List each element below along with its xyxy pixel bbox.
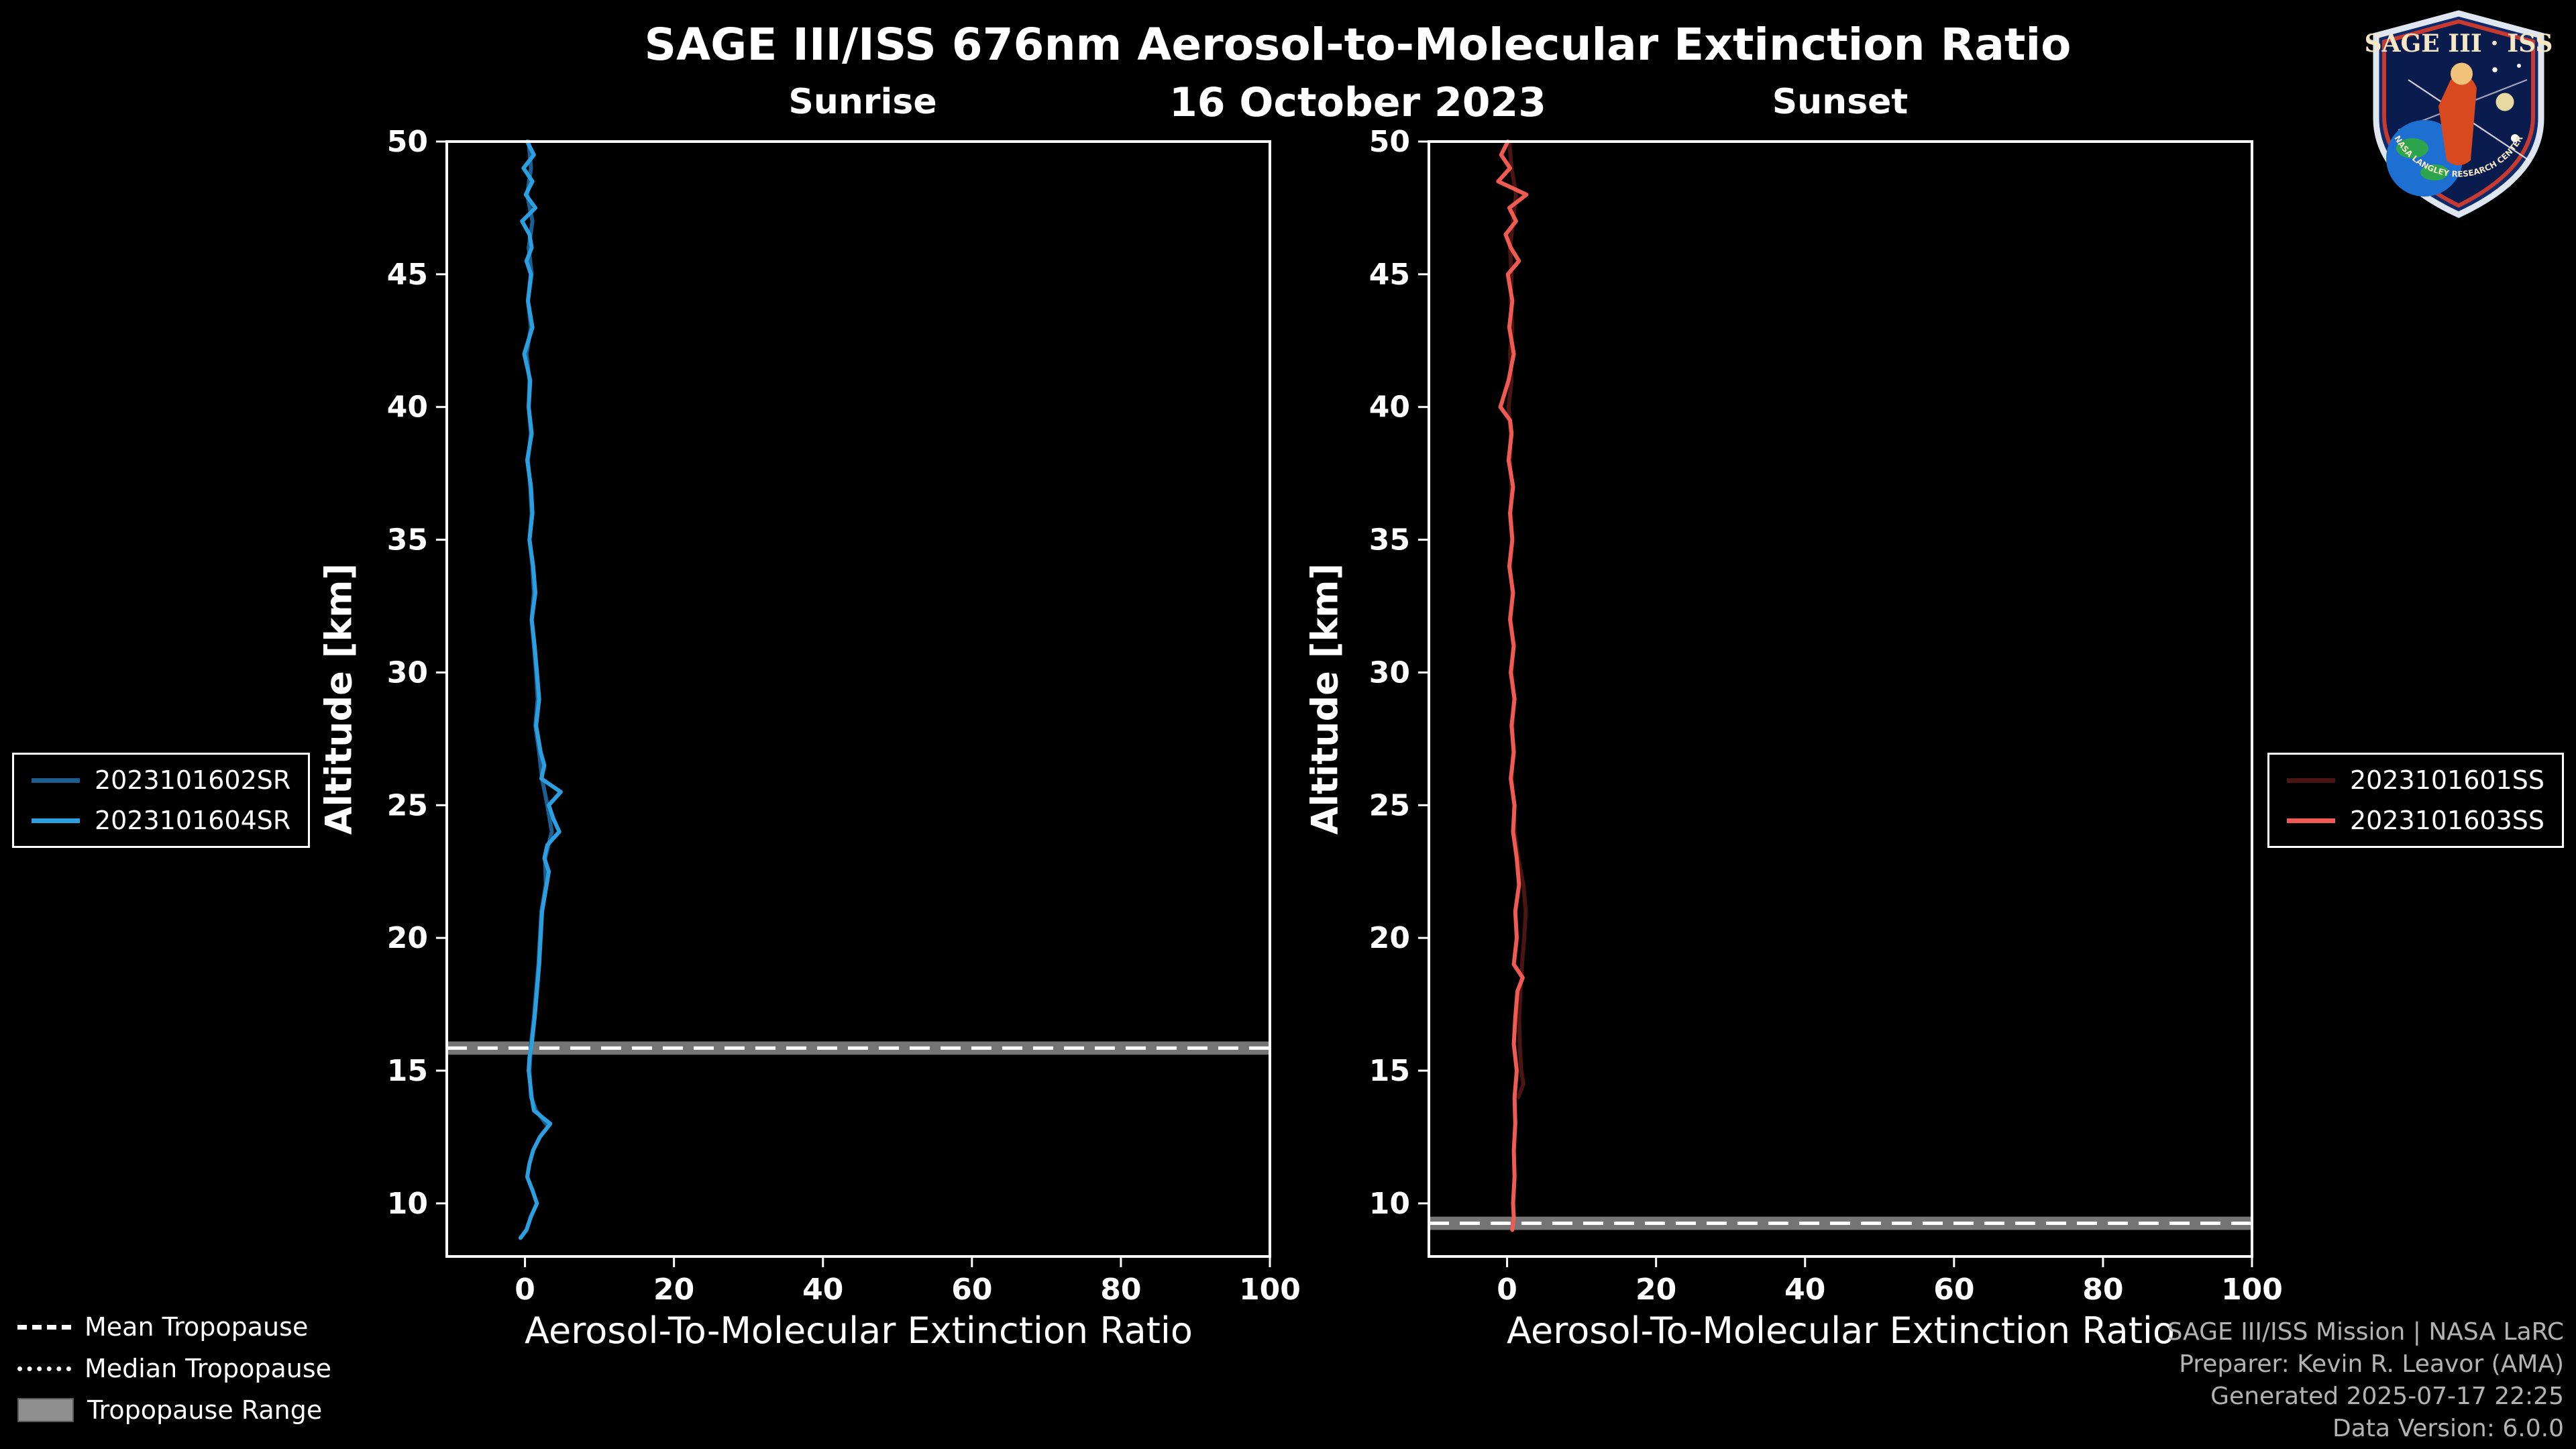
figure-date: 16 October 2023 (1169, 79, 1546, 126)
svg-text:100: 100 (2221, 1273, 2283, 1307)
svg-text:20: 20 (1635, 1273, 1676, 1307)
svg-text:10: 10 (387, 1187, 428, 1221)
svg-text:100: 100 (1239, 1273, 1301, 1307)
logo-earth-land (2396, 138, 2428, 158)
logo-star (2492, 67, 2498, 72)
svg-text:40: 40 (387, 390, 428, 425)
credits-block: SAGE III/ISS Mission | NASA LaRC Prepare… (2167, 1316, 2564, 1445)
series-color-swatch (2286, 818, 2335, 823)
svg-text:45: 45 (1369, 258, 1410, 292)
svg-text:50: 50 (1369, 125, 1410, 159)
median-tropopause-label: Median Tropopause (85, 1354, 331, 1383)
svg-text:45: 45 (387, 258, 428, 292)
series-color-swatch (32, 777, 80, 783)
series-color-swatch (32, 818, 80, 823)
series-color-swatch (2286, 777, 2335, 783)
mean-tropopause-label: Mean Tropopause (85, 1312, 309, 1342)
logo-earth-land (2420, 164, 2449, 180)
sunset-y-axis-label: Altitude [km] (1303, 563, 1346, 835)
dashed-line-sample (17, 1324, 71, 1330)
legend-entry: 2023101601SS (2286, 765, 2544, 795)
tropopause-legend: Mean Tropopause Median Tropopause Tropop… (17, 1312, 331, 1425)
logo-figure-head (2451, 62, 2473, 85)
series-label: 2023101604SR (95, 806, 291, 835)
svg-text:15: 15 (387, 1054, 428, 1088)
tropopause-range-label: Tropopause Range (87, 1395, 323, 1425)
sunrise-plot-area: 0 20 40 60 80 100 10 15 20 25 30 35 40 45 50 (387, 125, 1301, 1307)
svg-text:25: 25 (1369, 788, 1410, 822)
credit-preparer: Preparer: Kevin R. Leavor (AMA) (2179, 1350, 2564, 1378)
legend-entry: 2023101604SR (32, 806, 290, 835)
svg-text:80: 80 (1100, 1273, 1141, 1307)
figure-title: SAGE III/ISS 676nm Aerosol-to-Molecular … (644, 19, 2072, 70)
credit-mission: SAGE III/ISS Mission | NASA LaRC (2167, 1318, 2564, 1346)
svg-text:50: 50 (387, 125, 428, 159)
logo-moon (2496, 93, 2514, 111)
logo-title-text: SAGE III · ISS (2365, 30, 2553, 58)
credit-data-version: Data Version: 6.0.0 (2332, 1415, 2564, 1442)
svg-text:0: 0 (1497, 1273, 1517, 1307)
svg-text:40: 40 (1369, 390, 1410, 425)
svg-text:20: 20 (387, 921, 428, 955)
logo-star (2511, 134, 2519, 142)
svg-text:15: 15 (1369, 1054, 1410, 1088)
sunset-legend: 2023101601SS 2023101603SS (2267, 753, 2564, 848)
sunrise-y-axis-label: Altitude [km] (317, 563, 360, 835)
series-label: 2023101601SS (2349, 765, 2544, 795)
tropopause-range-row: Tropopause Range (17, 1395, 331, 1425)
sunset-panel-title: Sunset (1772, 82, 1909, 122)
svg-text:0: 0 (515, 1273, 535, 1307)
sunset-plot-area: 0 20 40 60 80 100 10 15 20 25 30 35 40 45 50 (1369, 125, 2283, 1307)
logo-star (2517, 64, 2521, 68)
svg-text:40: 40 (1784, 1273, 1825, 1307)
svg-text:30: 30 (387, 655, 428, 690)
credit-generated: Generated 2025-07-17 22:25 (2210, 1383, 2564, 1410)
median-tropopause-row: Median Tropopause (17, 1354, 331, 1383)
legend-entry: 2023101603SS (2286, 806, 2544, 835)
svg-text:35: 35 (387, 523, 428, 557)
sunrise-x-axis-label: Aerosol-To-Molecular Extinction Ratio (525, 1309, 1193, 1352)
svg-text:35: 35 (1369, 523, 1410, 557)
svg-text:80: 80 (2082, 1273, 2123, 1307)
svg-text:30: 30 (1369, 655, 1410, 690)
svg-text:20: 20 (1369, 921, 1410, 955)
sunrise-panel-title: Sunrise (788, 82, 937, 122)
sunset-x-axis-label: Aerosol-To-Molecular Extinction Ratio (1507, 1309, 2175, 1352)
series-label: 2023101602SR (95, 765, 291, 795)
svg-text:60: 60 (951, 1273, 992, 1307)
series-label: 2023101603SS (2349, 806, 2544, 835)
gray-band-sample (17, 1398, 74, 1422)
legend-entry: 2023101602SR (32, 765, 290, 795)
svg-text:60: 60 (1933, 1273, 1974, 1307)
svg-text:25: 25 (387, 788, 428, 822)
dotted-line-sample (17, 1366, 71, 1371)
logo-figure-robe (2438, 75, 2477, 166)
svg-text:40: 40 (802, 1273, 843, 1307)
sunrise-legend: 2023101602SR 2023101604SR (12, 753, 311, 848)
svg-text:20: 20 (653, 1273, 694, 1307)
mean-tropopause-row: Mean Tropopause (17, 1312, 331, 1342)
svg-text:10: 10 (1369, 1187, 1410, 1221)
sage-iii-iss-logo: SAGE III · ISS NASA LANGLEY RESEARCH CEN… (2365, 10, 2553, 218)
